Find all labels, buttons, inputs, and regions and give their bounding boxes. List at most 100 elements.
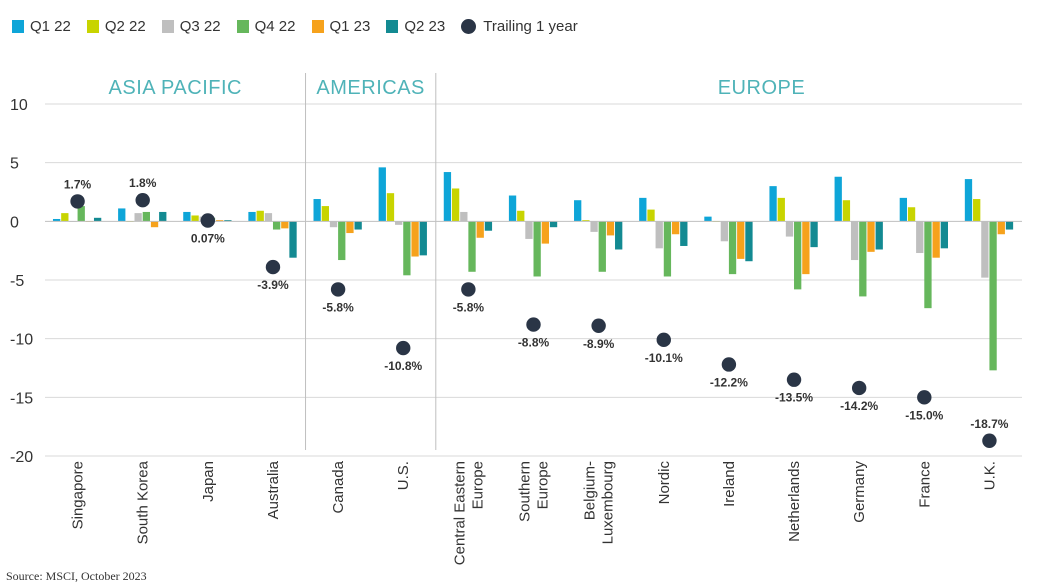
- bar: [150, 221, 159, 228]
- bar: [769, 186, 777, 222]
- legend-swatch: [236, 20, 249, 33]
- y-tick-label: -15: [10, 390, 33, 407]
- legend-item: Q1 23: [311, 18, 371, 35]
- legend-item: Trailing 1 year: [461, 18, 578, 35]
- bar: [264, 213, 273, 222]
- data-label: -5.8%: [453, 300, 485, 314]
- bar: [574, 200, 582, 222]
- trailing-dot: [982, 433, 997, 448]
- data-label: -10.8%: [384, 359, 422, 373]
- trailing-dot: [656, 332, 671, 348]
- legend-label: Q2 23: [404, 18, 446, 35]
- data-label: -15.0%: [905, 408, 943, 422]
- bar: [395, 221, 403, 225]
- data-label: -8.8%: [518, 336, 550, 350]
- x-tick-label: Europe: [469, 461, 486, 509]
- bar: [590, 221, 598, 232]
- data-label: -5.8%: [322, 300, 354, 314]
- bar: [329, 221, 338, 228]
- bar: [598, 221, 606, 272]
- bar: [142, 211, 150, 222]
- bar: [704, 216, 712, 222]
- x-tick-label: Singapore: [70, 461, 87, 529]
- trailing-dot: [786, 372, 802, 387]
- bar: [615, 221, 623, 250]
- legend-dot-swatch: [461, 19, 477, 34]
- bar: [916, 221, 924, 254]
- bar: [541, 221, 549, 244]
- bar: [533, 221, 541, 277]
- x-tick-label: Luxembourg: [600, 461, 617, 544]
- data-label: 1.8%: [129, 176, 157, 190]
- bar: [606, 221, 615, 236]
- legend-label: Q3 22: [179, 18, 221, 35]
- bar: [354, 221, 362, 230]
- trailing-dot: [721, 357, 737, 372]
- trailing-dot: [265, 259, 281, 275]
- y-tick-label: 10: [10, 97, 28, 114]
- bar: [867, 221, 875, 252]
- bar: [468, 221, 476, 272]
- y-tick-label: -20: [10, 449, 33, 466]
- bar: [313, 199, 321, 222]
- bar: [118, 208, 126, 222]
- trailing-dot: [135, 193, 150, 208]
- y-tick-label: 5: [10, 156, 19, 173]
- bar: [802, 221, 810, 275]
- legend-item: Q4 22: [236, 18, 296, 35]
- bar: [321, 206, 329, 222]
- x-tick-label: Nordic: [656, 461, 673, 505]
- bar: [680, 221, 688, 246]
- legend-item: Q3 22: [161, 18, 221, 35]
- bar: [289, 221, 297, 258]
- trailing-dot: [526, 317, 541, 332]
- data-label: -12.2%: [710, 375, 748, 389]
- data-label: 0.07%: [191, 232, 225, 246]
- bar: [932, 221, 940, 258]
- bar: [525, 221, 533, 239]
- legend-item: Q1 22: [12, 18, 71, 35]
- y-tick-label: -10: [10, 332, 33, 349]
- bar: [272, 221, 281, 230]
- source-note: Source: MSCI, October 2023: [6, 569, 147, 583]
- bar: [859, 221, 867, 297]
- bar: [460, 211, 468, 222]
- bar: [737, 221, 745, 259]
- legend-label: Q2 22: [104, 18, 146, 35]
- data-label: -14.2%: [840, 399, 878, 413]
- bar: [411, 221, 419, 257]
- bar: [256, 210, 264, 222]
- bar: [940, 221, 948, 249]
- data-label: 1.7%: [64, 177, 92, 191]
- bar: [52, 218, 61, 222]
- region-label: EUROPE: [718, 77, 805, 99]
- bar: [508, 195, 517, 222]
- bar: [159, 211, 167, 222]
- data-label: -18.7%: [970, 417, 1008, 431]
- bar: [191, 215, 199, 222]
- bar: [484, 221, 493, 231]
- data-label: -13.5%: [775, 391, 813, 405]
- x-tick-label: Japan: [200, 461, 217, 502]
- trailing-dot: [70, 194, 85, 209]
- bar: [671, 221, 680, 235]
- trailing-dot: [396, 340, 411, 356]
- trailing-dot: [330, 282, 346, 297]
- bar: [386, 193, 395, 222]
- bar: [549, 221, 558, 228]
- bar: [476, 221, 484, 238]
- data-label: -8.9%: [583, 337, 615, 351]
- region-label: AMERICAS: [316, 77, 424, 99]
- region-label: ASIA PACIFIC: [109, 77, 242, 99]
- bar: [517, 210, 525, 222]
- bar: [810, 221, 818, 248]
- y-tick-label: -5: [10, 273, 24, 290]
- bar: [850, 221, 859, 261]
- legend-swatch: [311, 20, 324, 33]
- bar: [785, 221, 794, 237]
- legend-swatch: [12, 20, 24, 33]
- bar: [77, 206, 85, 222]
- legend-label: Q1 23: [329, 18, 371, 35]
- x-tick-label: Netherlands: [786, 461, 803, 542]
